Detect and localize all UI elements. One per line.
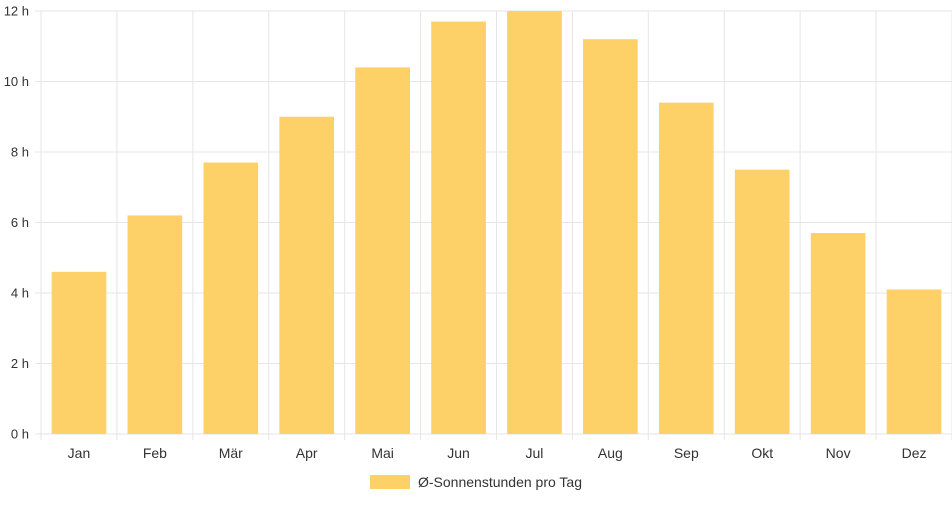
x-tick-label: Feb	[143, 445, 167, 461]
y-tick-label: 12 h	[4, 4, 29, 19]
bar-Aug[interactable]	[583, 39, 638, 434]
y-tick-label: 6 h	[11, 215, 29, 230]
x-tick-label: Dez	[902, 445, 927, 461]
bar-Okt[interactable]	[734, 169, 790, 434]
y-tick-label: 4 h	[11, 286, 29, 301]
legend-label[interactable]: Ø-Sonnenstunden pro Tag	[418, 474, 582, 490]
y-tick-label: 10 h	[4, 74, 29, 89]
legend-swatch[interactable]	[370, 475, 410, 489]
axes: 0 h 2 h 4 h 6 h 8 h 10 h 12 h Jan Feb Mär Apr Mai Ju…	[4, 4, 927, 462]
bars	[51, 11, 942, 435]
y-tick-label: 0 h	[11, 427, 29, 442]
x-tick-label: Nov	[826, 445, 851, 461]
bar-Apr[interactable]	[279, 116, 335, 434]
x-tick-label: Jul	[526, 445, 544, 461]
x-tick-label: Aug	[598, 445, 623, 461]
y-tick-label: 8 h	[11, 145, 29, 160]
x-tick-label: Sep	[674, 445, 699, 461]
x-tick-label: Jan	[68, 445, 91, 461]
grid-lines	[35, 10, 952, 440]
x-tick-label: Mär	[219, 445, 243, 461]
bar-Mär[interactable]	[203, 162, 259, 434]
legend[interactable]: Ø-Sonnenstunden pro Tag	[370, 474, 582, 490]
bar-Nov[interactable]	[810, 233, 866, 434]
bar-Dez[interactable]	[886, 289, 942, 434]
x-tick-label: Okt	[751, 445, 773, 461]
bar-Feb[interactable]	[127, 215, 183, 434]
bar-Jul[interactable]	[507, 11, 562, 434]
bar-Jan[interactable]	[51, 271, 107, 434]
bar-Mai[interactable]	[355, 67, 410, 435]
y-tick-label: 2 h	[11, 356, 29, 371]
x-tick-label: Jun	[447, 445, 470, 461]
x-tick-label: Apr	[296, 445, 318, 461]
bar-Jun[interactable]	[431, 21, 486, 434]
bar-Sep[interactable]	[658, 102, 714, 435]
x-tick-label: Mai	[371, 445, 394, 461]
